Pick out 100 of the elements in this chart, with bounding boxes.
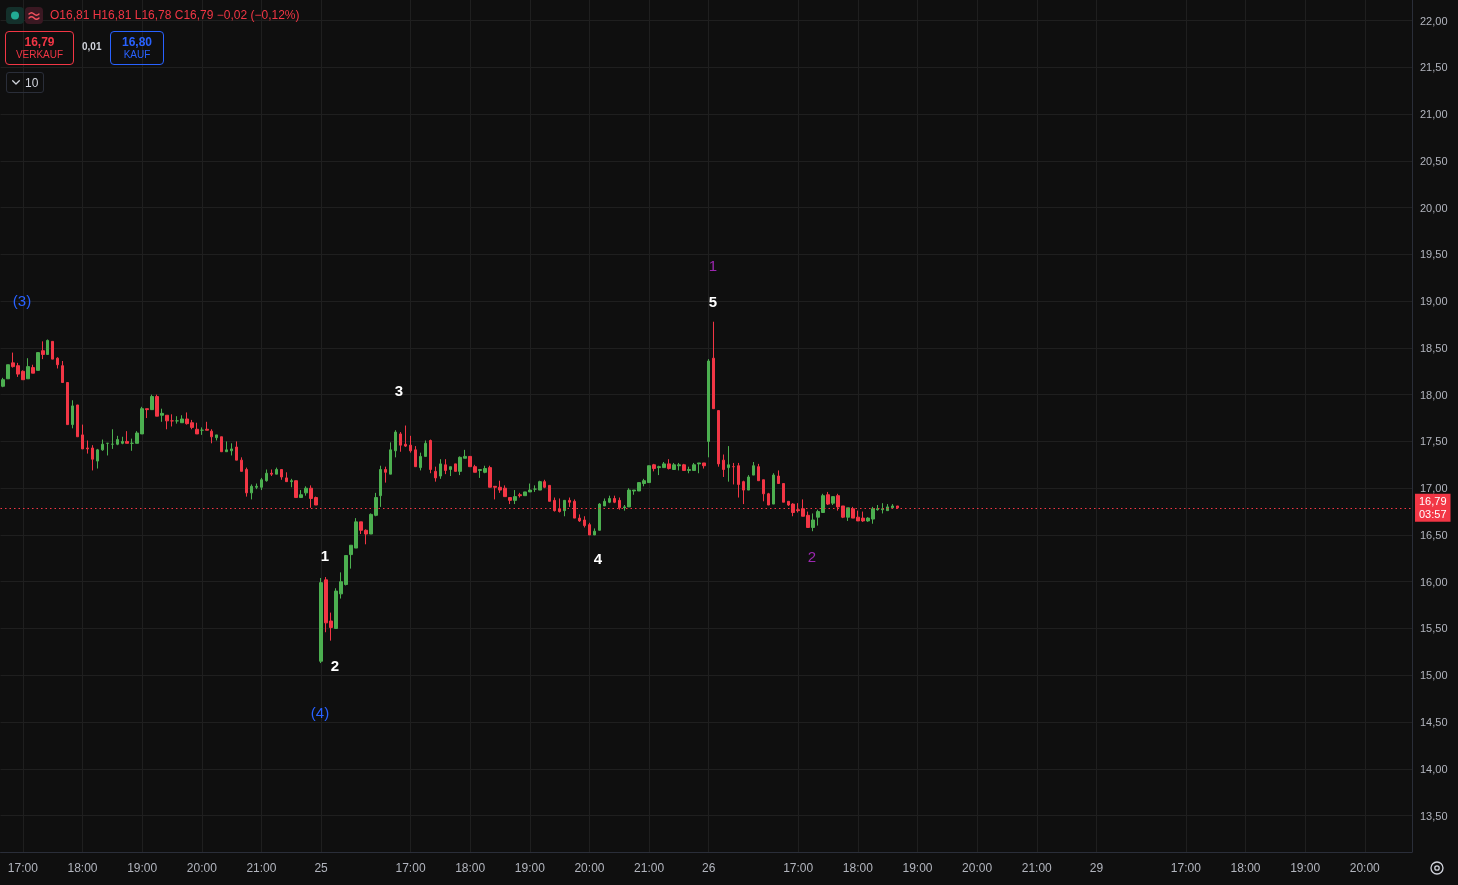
y-tick-label: 19,50 — [1420, 248, 1448, 261]
candlestick — [439, 458, 442, 480]
candlestick — [150, 394, 154, 411]
x-tick-label: 25 — [314, 861, 329, 875]
y-tick-label: 14,00 — [1420, 762, 1448, 775]
candlestick — [230, 442, 233, 456]
candlestick — [538, 480, 542, 491]
y-tick-label: 21,50 — [1420, 61, 1448, 74]
candlestick — [145, 408, 149, 419]
candlestick — [772, 472, 775, 505]
annotation: 16,79 — [24, 35, 55, 49]
candlestick — [250, 483, 253, 500]
y-tick-label: 15,50 — [1420, 622, 1448, 635]
candlestick — [155, 394, 159, 417]
candlestick — [717, 410, 720, 468]
candlestick — [389, 441, 392, 475]
y-tick-label: 17,50 — [1420, 435, 1448, 448]
x-tick-label: 18:00 — [67, 861, 98, 875]
candlestick — [180, 414, 184, 424]
candlestick — [732, 462, 735, 485]
y-tick-label: 16,00 — [1420, 575, 1448, 588]
annotation: 3 — [394, 381, 404, 399]
candlestick — [598, 502, 601, 531]
candlestick — [6, 364, 10, 380]
y-tick-label: 20,00 — [1420, 201, 1448, 214]
x-tick-label: 17:00 — [1170, 861, 1202, 875]
x-tick-label: 20:00 — [1349, 861, 1381, 875]
y-tick-label: 17,00 — [1420, 482, 1448, 495]
x-tick-label: 18:00 — [842, 861, 874, 875]
y-tick-label: 19,00 — [1420, 295, 1448, 308]
candlestick — [424, 440, 427, 457]
y-tick-label: 15,00 — [1420, 669, 1448, 682]
sell-button: 16,79 VERKAUF — [5, 31, 74, 65]
candlestick — [434, 466, 437, 483]
candlestick — [747, 474, 750, 491]
y-tick-label: 18,00 — [1420, 388, 1448, 401]
candlestick — [419, 452, 422, 471]
candlestick — [518, 492, 522, 499]
candlestick — [811, 512, 815, 532]
candlestick — [652, 463, 656, 472]
candlestick — [508, 497, 512, 505]
candlestick — [513, 489, 517, 505]
candlestick — [742, 480, 745, 505]
candlestick — [707, 358, 710, 458]
x-tick-label: 19:00 — [514, 861, 546, 875]
candlestick — [294, 480, 298, 499]
candlestick — [260, 477, 263, 491]
candlestick — [583, 515, 586, 528]
x-tick-label: 26 — [702, 861, 716, 875]
x-tick-label: 20:00 — [962, 861, 993, 875]
candlestick — [61, 360, 64, 384]
candlestick — [26, 357, 30, 380]
candlestick — [56, 356, 59, 369]
candlestick — [81, 424, 84, 450]
candlestick — [91, 444, 94, 471]
y-tick-label: 20,50 — [1420, 154, 1448, 167]
candlestick — [593, 527, 596, 536]
candlestick — [290, 478, 293, 488]
candlestick — [240, 456, 243, 472]
candlestick — [319, 577, 323, 664]
y-tick-label: 14,50 — [1420, 716, 1448, 728]
candlestick — [429, 439, 432, 474]
candlestick — [116, 435, 119, 446]
y-tick-label: 21,00 — [1420, 108, 1448, 121]
candlestick — [399, 431, 402, 453]
annotation: 2 — [807, 547, 817, 565]
annotation: (4) — [310, 703, 330, 721]
candlestick — [195, 422, 199, 435]
candlestick — [613, 495, 616, 504]
candlestick — [255, 483, 258, 490]
candlestick — [76, 404, 79, 438]
candlestick — [543, 479, 546, 489]
candlestick — [235, 440, 238, 461]
candlestick — [762, 479, 765, 502]
candlestick — [414, 445, 417, 468]
candlestick — [304, 485, 308, 497]
candlestick — [394, 429, 397, 458]
candlestick — [444, 458, 447, 475]
candlestick — [66, 382, 69, 426]
x-tick-label: 21:00 — [634, 861, 665, 875]
candlestick — [270, 468, 273, 477]
x-tick-label: 20:00 — [186, 861, 218, 875]
annotation: 0,01 — [82, 41, 102, 53]
candlestick — [170, 413, 174, 427]
candlestick — [578, 513, 581, 523]
annotation: 1 — [320, 546, 330, 564]
candlestick — [449, 466, 452, 477]
y-tick-label: 13,50 — [1420, 809, 1448, 822]
x-tick-label: 20:00 — [574, 861, 605, 875]
candlestick — [1, 377, 5, 388]
x-tick-label: 21:00 — [246, 861, 277, 875]
candlestick — [752, 461, 755, 476]
candlestick — [727, 445, 730, 483]
candlestick — [568, 497, 571, 508]
candlestick — [831, 496, 835, 506]
candlestick — [409, 435, 412, 454]
candlestick — [722, 454, 725, 478]
candlestick — [682, 463, 686, 471]
candlestick — [384, 466, 387, 484]
x-tick-label: 18:00 — [455, 861, 486, 875]
